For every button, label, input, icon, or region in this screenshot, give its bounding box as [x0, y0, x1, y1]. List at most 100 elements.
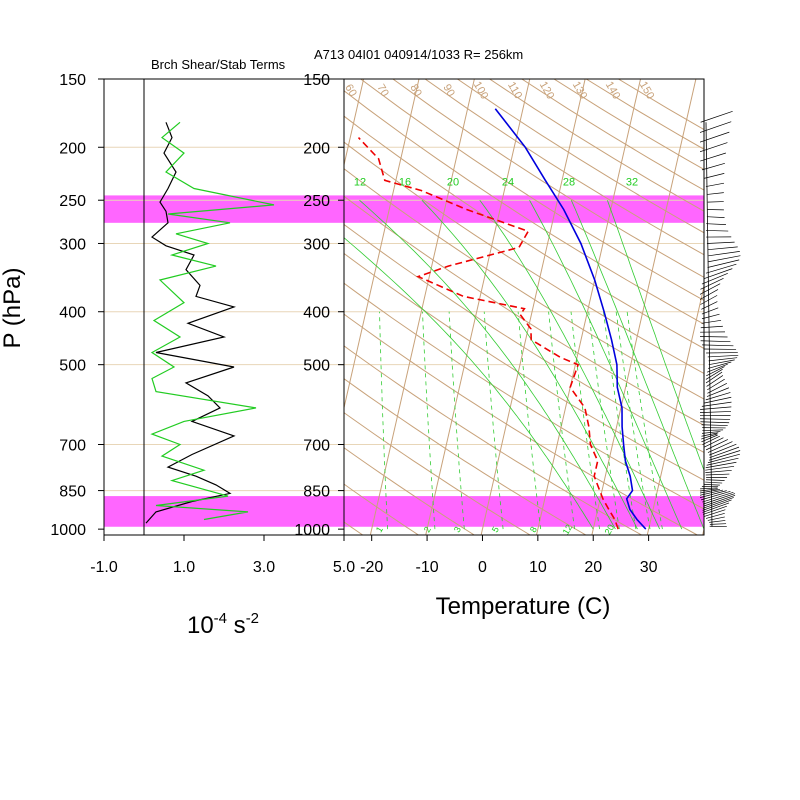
left-panel-title: Brch Shear/Stab Terms [151, 57, 286, 72]
wind-barb [709, 443, 737, 456]
isotherm-line [344, 79, 420, 410]
dry-adiabat-line [344, 412, 531, 535]
wind-barb [706, 375, 724, 387]
dry-adiabat-line [344, 115, 704, 350]
wind-barb [705, 481, 723, 484]
isotherm-line [37, 63, 146, 541]
adiabat-label: 140 [603, 80, 623, 102]
wind-barb [702, 499, 732, 511]
wind-barb [700, 487, 718, 490]
mixing-ratio-bottom-label: 20 [603, 523, 617, 537]
highlight-band-1 [104, 496, 704, 527]
dry-adiabat-line [344, 282, 704, 510]
left-x-tick-label: 1.0 [173, 559, 195, 576]
left-y-tick-label: 150 [59, 72, 86, 89]
wind-barb [708, 251, 740, 257]
wind-barb [704, 509, 726, 517]
isotherm-line [92, 63, 201, 541]
dry-adiabat-line [344, 141, 704, 374]
wind-barb [708, 359, 735, 366]
dry-adiabat-line [360, 79, 704, 302]
wind-barb [706, 216, 725, 218]
mixing-ratio-line [615, 311, 651, 530]
wind-barb [705, 469, 732, 473]
isotherm-line [425, 79, 531, 535]
dewpoint-profile [357, 137, 619, 530]
right-panel-title: A713 04I01 040914/1033 R= 256km [314, 47, 523, 62]
left-y-tick-label: 400 [59, 305, 86, 322]
adiabat-label: 130 [570, 80, 590, 102]
mixing-ratio-label: 28 [563, 177, 575, 189]
adiabat-label: 120 [537, 80, 557, 102]
wind-barb [703, 494, 736, 507]
dry-adiabat-line [585, 79, 704, 150]
moist-adiabat-line [479, 199, 661, 530]
mixing-ratio-label: 16 [399, 177, 411, 189]
mixing-ratio-line [517, 311, 542, 530]
wind-barb [706, 223, 726, 226]
wind-barb [700, 121, 732, 133]
wind-barb [700, 488, 718, 492]
y-axis-label: P (hPa) [0, 268, 26, 349]
wind-barb [705, 371, 723, 384]
dry-adiabat-line [344, 483, 420, 535]
units-base: 10 [187, 612, 214, 639]
wind-barb [700, 490, 731, 501]
adiabat-label: 80 [407, 82, 424, 99]
left-y-tick-label: 300 [59, 236, 86, 253]
wind-barb [703, 484, 720, 486]
wind-barb [706, 387, 730, 397]
wind-barb [707, 382, 728, 394]
mixing-ratio-line [548, 311, 575, 530]
wind-barb [702, 491, 734, 503]
wind-barb [705, 465, 735, 471]
dry-adiabat-line [344, 345, 643, 535]
wind-barb [703, 437, 724, 448]
dry-adiabat-line [344, 313, 699, 535]
dry-adiabat-line [424, 79, 704, 256]
isotherm-line [344, 79, 365, 168]
isotherm-line [591, 79, 697, 535]
right-x-tick-label: -10 [416, 559, 439, 576]
wind-barb [705, 230, 729, 232]
left-series-line-1 [150, 121, 275, 521]
wind-barb [709, 523, 727, 525]
moist-adiabat-line [359, 199, 616, 530]
adiabat-label: 90 [440, 82, 457, 99]
isotherm-line [203, 63, 312, 541]
wind-barb [700, 418, 731, 420]
adiabat-label: 60 [342, 82, 359, 99]
wind-barb [706, 363, 728, 373]
isotherm-line [535, 79, 642, 535]
wind-barb [703, 173, 725, 179]
left-series-line-0 [145, 122, 236, 524]
right-y-tick-label: 400 [303, 305, 330, 322]
wind-barb [702, 502, 730, 513]
adiabat-label: 70 [374, 82, 391, 99]
wind-barb [701, 313, 720, 320]
x-axis-label-temperature: Temperature (C) [436, 593, 611, 620]
dry-adiabat-line [618, 79, 704, 131]
mixing-ratio-bottom-label: 2 [422, 525, 433, 534]
wind-barb [702, 493, 736, 505]
right-panel-frame [343, 78, 705, 536]
isotherm-line [480, 79, 586, 535]
mixing-ratio-line [483, 311, 504, 530]
dry-adiabat-line [344, 223, 704, 453]
wind-barb [701, 319, 722, 324]
temperature-profile [494, 108, 647, 530]
right-y-tick-label: 700 [303, 438, 330, 455]
dry-adiabat-line [344, 447, 476, 535]
adiabat-label: 110 [505, 80, 524, 101]
wind-barb [700, 283, 721, 295]
wind-barb [707, 192, 724, 195]
panel-frames [103, 78, 705, 536]
right-y-tick-label: 500 [303, 358, 330, 375]
wind-barb [709, 446, 740, 459]
wind-barb [708, 255, 741, 263]
left-x-tick-label: 5.0 [333, 559, 355, 576]
left-y-tick-label: 700 [59, 438, 86, 455]
isotherm-line [757, 63, 800, 541]
